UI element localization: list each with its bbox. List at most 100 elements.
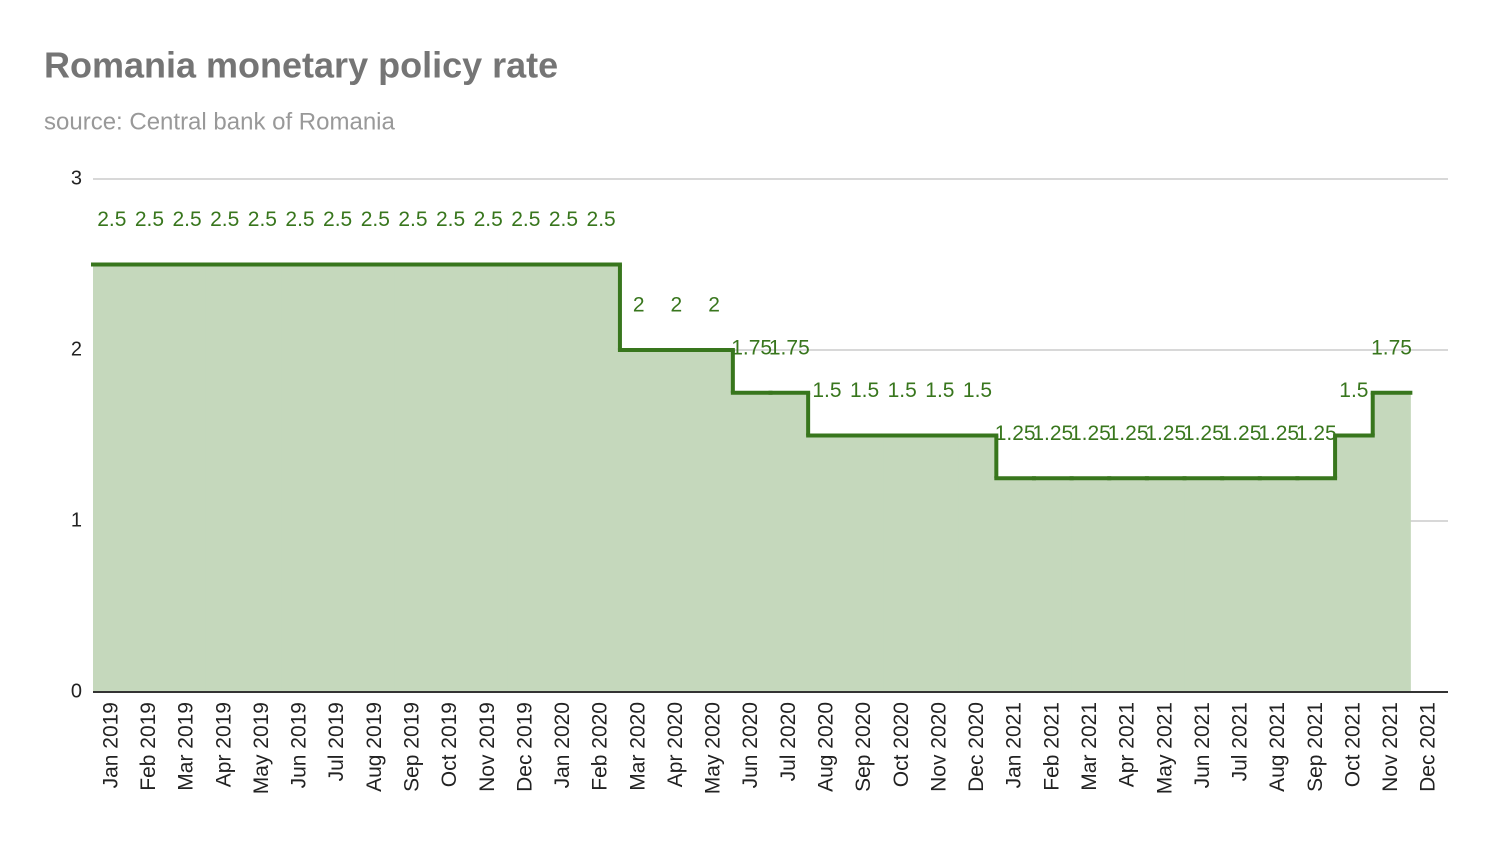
area-segment (281, 264, 320, 692)
area-segment (130, 264, 169, 692)
x-tick-label: Oct 2019 (438, 702, 461, 787)
data-label: 2 (671, 294, 683, 317)
x-tick-label: Jun 2020 (739, 702, 762, 788)
data-label: 1.5 (888, 379, 917, 402)
area-segment (1372, 392, 1411, 692)
data-label: 2.5 (285, 208, 314, 231)
x-tick-label: Nov 2019 (476, 702, 499, 792)
data-label: 2 (708, 294, 720, 317)
x-tick-label: Jul 2020 (777, 702, 800, 781)
data-label: 1.75 (769, 336, 810, 359)
area-segment (507, 264, 546, 692)
step-line (91, 262, 1413, 481)
data-label: 2.5 (248, 208, 277, 231)
x-tick-label: Feb 2019 (137, 702, 160, 791)
x-tick-label: Jul 2019 (325, 702, 348, 781)
area-segment (657, 350, 696, 692)
x-tick-label: Oct 2020 (890, 702, 913, 787)
x-tick-label: Jan 2020 (551, 702, 574, 788)
x-tick-label: Jul 2021 (1229, 702, 1252, 781)
x-tick-label: Mar 2020 (626, 702, 649, 791)
x-tick-label: Aug 2021 (1266, 702, 1289, 792)
area-segment (469, 264, 508, 692)
data-label: 1.25 (1221, 422, 1262, 445)
x-tick-label: May 2020 (702, 702, 725, 794)
data-label: 2.5 (323, 208, 352, 231)
area-segment (394, 264, 433, 692)
area-segment (582, 264, 621, 692)
data-label: 1.5 (850, 379, 879, 402)
x-tick-label: Aug 2019 (363, 702, 386, 792)
data-label: 1.25 (1070, 422, 1111, 445)
area-segment (808, 435, 847, 692)
y-tick-label: 0 (71, 680, 82, 702)
data-label: 2.5 (436, 208, 465, 231)
x-tick-label: Feb 2021 (1040, 702, 1063, 791)
data-label: 1.25 (1258, 422, 1299, 445)
x-tick-label: May 2021 (1153, 702, 1176, 794)
data-label: 2 (633, 294, 645, 317)
area-segment (695, 350, 734, 692)
x-tick-label: Apr 2019 (212, 702, 235, 787)
area-segment (1184, 478, 1223, 692)
data-label: 1.5 (963, 379, 992, 402)
x-tick-label: Nov 2020 (927, 702, 950, 792)
data-label: 2.5 (474, 208, 503, 231)
data-label: 1.5 (1339, 379, 1368, 402)
data-label: 2.5 (172, 208, 201, 231)
x-tick-label: Jan 2021 (1003, 702, 1026, 788)
x-tick-label: Dec 2021 (1417, 702, 1440, 792)
area-segment (431, 264, 470, 692)
area-segment (883, 435, 922, 692)
x-tick-label: Feb 2020 (589, 702, 612, 791)
data-label: 1.5 (812, 379, 841, 402)
data-label: 2.5 (210, 208, 239, 231)
x-tick-label: Mar 2021 (1078, 702, 1101, 791)
area-segment (205, 264, 245, 692)
area-segment (921, 435, 960, 692)
area (93, 264, 1411, 692)
y-tick-label: 2 (71, 338, 82, 360)
x-tick-label: Dec 2019 (513, 702, 536, 792)
area-segment (318, 264, 357, 692)
data-label: 1.75 (1371, 336, 1412, 359)
data-label: 2.5 (398, 208, 427, 231)
data-label: 2.5 (549, 208, 578, 231)
x-tick-label: Sep 2021 (1304, 702, 1327, 792)
area-segment (1259, 478, 1298, 692)
chart-subtitle: source: Central bank of Romania (44, 108, 396, 135)
data-label: 2.5 (361, 208, 390, 231)
area-segment (356, 264, 395, 692)
data-label: 2.5 (587, 208, 616, 231)
x-tick-label: Jan 2019 (99, 702, 122, 788)
data-label: 1.5 (925, 379, 954, 402)
area-segment (996, 478, 1035, 692)
x-tick-label: Sep 2019 (400, 702, 423, 792)
chart-title: Romania monetary policy rate (44, 45, 558, 86)
data-label: 2.5 (511, 208, 540, 231)
area-segment (544, 264, 583, 692)
data-label: 1.25 (995, 422, 1036, 445)
data-label: 2.5 (135, 208, 164, 231)
data-label: 1.75 (731, 336, 772, 359)
x-tick-label: Dec 2020 (965, 702, 988, 792)
data-label: 1.25 (1032, 422, 1073, 445)
x-tick-label: Jun 2021 (1191, 702, 1214, 788)
area-segment (1222, 478, 1261, 692)
x-tick-label: Oct 2021 (1341, 702, 1364, 787)
area-segment (958, 435, 997, 692)
area-segment (168, 264, 207, 692)
x-tick-label: Apr 2020 (664, 702, 687, 787)
data-label: 1.25 (1108, 422, 1149, 445)
x-tick-label: Aug 2020 (815, 702, 838, 792)
area-segment (770, 392, 809, 692)
x-tick-label: Nov 2021 (1379, 702, 1402, 792)
data-label: 1.25 (1183, 422, 1224, 445)
data-label: 2.5 (97, 208, 126, 231)
y-tick-label: 3 (71, 167, 82, 189)
area-segment (1071, 478, 1110, 692)
area-segment (243, 264, 282, 692)
area-segment (93, 264, 132, 692)
data-label: 1.25 (1296, 422, 1337, 445)
